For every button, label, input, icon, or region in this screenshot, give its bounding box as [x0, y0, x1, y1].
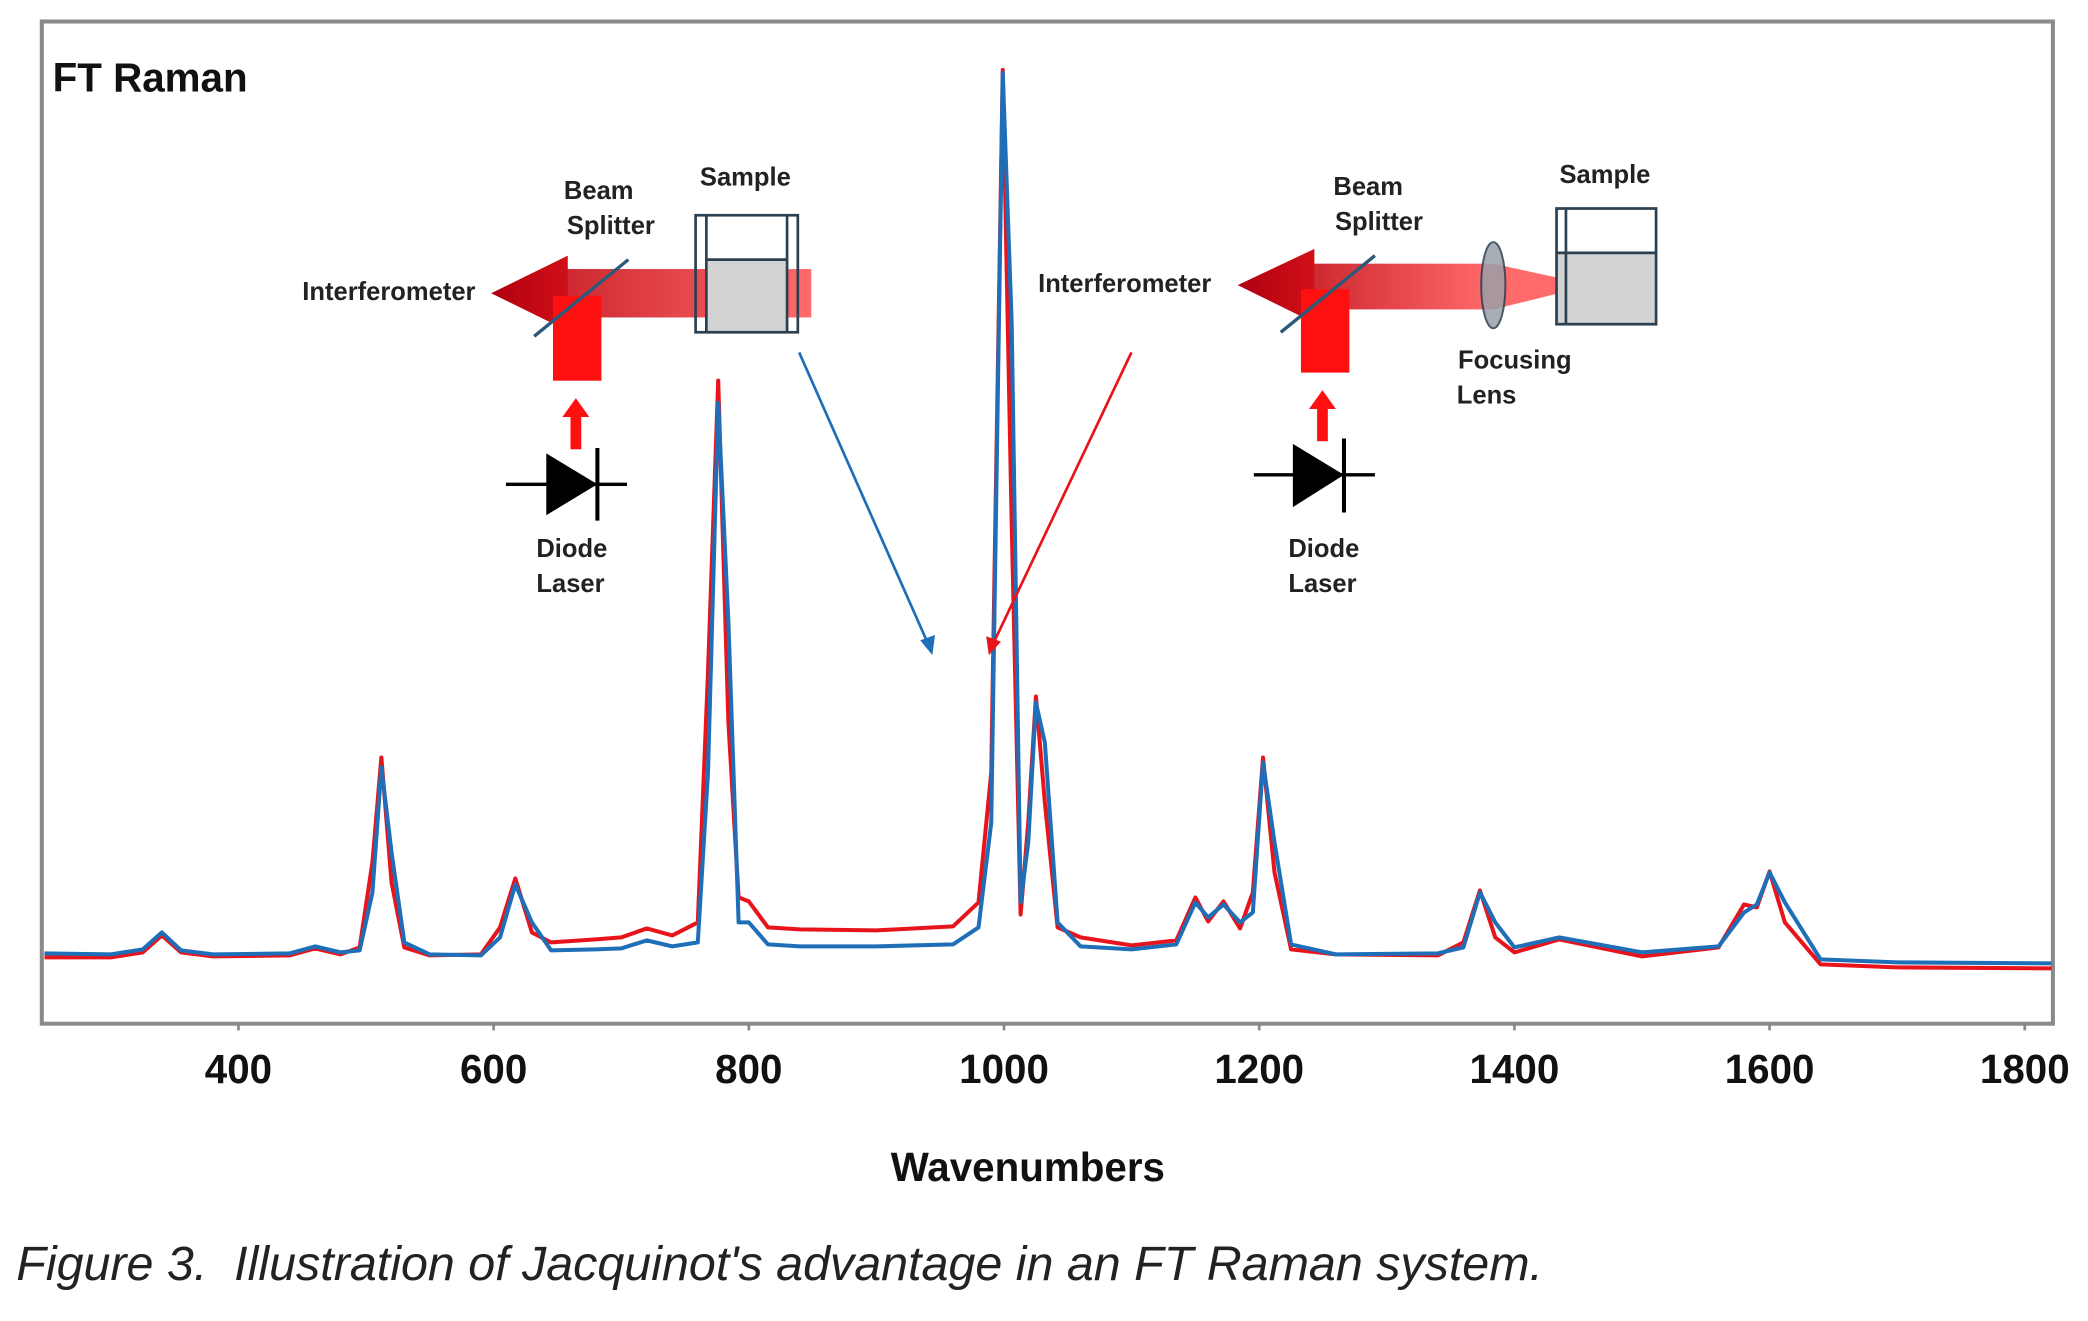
x-tick-label: 600 [460, 1046, 527, 1092]
diode [546, 453, 598, 516]
sample-cell [1555, 207, 1658, 326]
annotation: Beam [564, 177, 634, 205]
right-diagram [1237, 207, 1658, 513]
annotation: Splitter [567, 212, 655, 240]
beam-splitter [1279, 254, 1376, 334]
chart-title: FT Raman [53, 54, 248, 100]
pointer-arrow [797, 351, 930, 645]
annotation: Sample [1560, 161, 1651, 189]
annotation: Beam [1333, 173, 1403, 201]
small-arrow [1317, 406, 1328, 442]
annotation: Laser [1288, 570, 1356, 598]
pointer-head [920, 634, 936, 656]
series-line [44, 70, 2052, 966]
x-tick-label: 400 [205, 1046, 272, 1092]
sample-fill [706, 259, 788, 333]
pointer-head [986, 636, 1001, 656]
focused-beam [1493, 263, 1592, 310]
x-tick-label: 1800 [1980, 1046, 2070, 1092]
small-arrow [562, 398, 590, 418]
x-tick-label: 1600 [1725, 1046, 1815, 1092]
diode [1292, 443, 1344, 508]
laser-beam [552, 295, 602, 381]
arrowhead [1237, 248, 1315, 323]
annotation: Interferometer [302, 278, 475, 306]
annotation: Interferometer [1038, 270, 1211, 298]
sample-cell [694, 213, 800, 334]
arrowhead [491, 255, 568, 331]
annotation: Laser [536, 570, 604, 598]
left-diagram [491, 213, 812, 521]
x-tick-label: 1200 [1214, 1046, 1304, 1092]
x-tick-label: 800 [715, 1046, 782, 1092]
x-tick-label: 1000 [959, 1046, 1049, 1092]
annotations: Beam Splitter Sample Interferometer Diode Las… [302, 161, 1650, 598]
x-axis-label: Wavenumbers [891, 1144, 1165, 1190]
sample-fill [1556, 252, 1657, 325]
annotation: Diode [1288, 535, 1359, 563]
small-arrow [570, 414, 582, 450]
annotation: Diode [536, 535, 607, 563]
small-arrow [1309, 390, 1336, 409]
pointer-arrow [991, 351, 1133, 645]
lines [44, 67, 2052, 971]
lens [1480, 241, 1507, 330]
annotation: Focusing [1458, 347, 1572, 375]
annotation: Lens [1457, 382, 1517, 410]
caption: Figure 3. Illustration of Jacquinot's ad… [16, 1237, 1543, 1291]
beam-splitter [533, 258, 630, 338]
annotation: Sample [700, 164, 791, 192]
annotation: Splitter [1335, 208, 1423, 236]
x-tick-label: 1400 [1470, 1046, 1560, 1092]
laser-beam [1300, 289, 1350, 373]
plot-frame [39, 19, 2055, 1026]
